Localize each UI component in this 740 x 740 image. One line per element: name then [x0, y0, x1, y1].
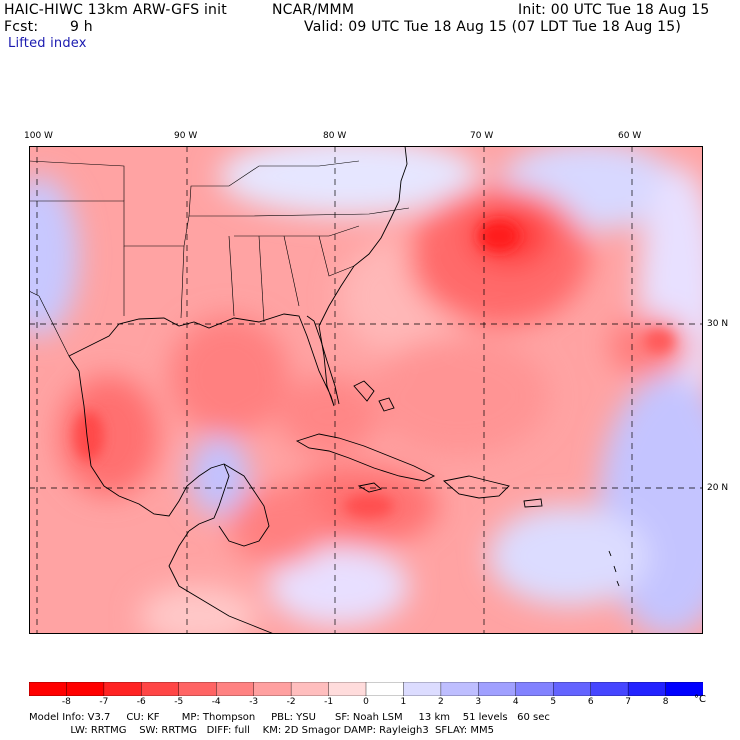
init-time: Init: 00 UTC Tue 18 Aug 15	[518, 2, 710, 18]
colorbar-tick-label: -7	[99, 697, 109, 707]
lifted-index-field	[29, 146, 703, 634]
colorbar-tick-label: 7	[625, 697, 631, 707]
colorbar-tick-label: 0	[363, 697, 369, 707]
colorbar-tick-label: -8	[61, 697, 71, 707]
colorbar-swatch	[328, 681, 367, 697]
coastlines	[68, 146, 620, 634]
colorbar-swatch	[28, 681, 68, 697]
colorbar-swatch	[253, 681, 292, 697]
colorbar-swatch	[553, 681, 592, 697]
colorbar-tick-label: 2	[438, 697, 444, 707]
colorbar-swatches	[28, 681, 704, 697]
colorbar-unit: °C	[694, 694, 706, 705]
colorbar-swatch	[515, 681, 554, 697]
colorbar-tick-label: -2	[286, 697, 296, 707]
colorbar-tick-label: 3	[475, 697, 482, 707]
lifted-index-map	[29, 146, 703, 634]
lat-label-20n: 20 N	[707, 483, 729, 493]
colorbar-swatch	[440, 681, 480, 697]
model-info-line1: Model Info: V3.7 CU: KF MP: Thompson PBL…	[29, 712, 550, 723]
colorbar-tick-label: -1	[324, 697, 334, 707]
colorbar-tick-label: 6	[587, 697, 594, 707]
state-borders	[29, 160, 410, 357]
colorbar-tick-label: -6	[136, 697, 146, 707]
lifted-index-cores	[74, 221, 674, 518]
graticule	[29, 146, 703, 634]
map-frame	[29, 146, 703, 634]
colorbar	[28, 681, 704, 697]
colorbar-tick-label: -3	[249, 697, 259, 707]
colorbar-tick-label: 1	[400, 697, 407, 707]
valid-time: Valid: 09 UTC Tue 18 Aug 15 (07 LDT Tue …	[304, 19, 682, 35]
colorbar-swatch	[178, 681, 217, 697]
organization-label: NCAR/MMM	[272, 2, 355, 18]
colorbar-swatch	[627, 681, 667, 697]
lon-label-90w: 90 W	[174, 131, 198, 141]
colorbar-swatch	[216, 681, 255, 697]
forecast-label: Fcst:	[4, 19, 39, 35]
lon-label-80w: 80 W	[323, 131, 347, 141]
forecast-hour: 9 h	[70, 19, 93, 35]
colorbar-tick-label: -5	[174, 697, 184, 707]
lon-label-70w: 70 W	[470, 131, 494, 141]
colorbar-swatch	[478, 681, 517, 697]
colorbar-swatch	[66, 681, 105, 697]
colorbar-swatch	[103, 681, 143, 697]
colorbar-tick-label: 5	[550, 697, 557, 707]
colorbar-swatch	[365, 681, 405, 697]
field-name: Lifted index	[8, 36, 87, 51]
lon-label-60w: 60 W	[618, 131, 642, 141]
colorbar-swatch	[590, 681, 629, 697]
model-title: HAIC-HIWC 13km ARW-GFS init	[4, 2, 227, 18]
colorbar-swatch	[290, 681, 330, 697]
colorbar-tick-label: 8	[662, 697, 669, 707]
lat-label-30n: 30 N	[707, 319, 729, 329]
colorbar-swatch	[403, 681, 442, 697]
lon-label-100w: 100 W	[24, 131, 53, 141]
model-info-line2: LW: RRTMG SW: RRTMG DIFF: full KM: 2D Sm…	[29, 725, 494, 736]
colorbar-tick-label: 4	[512, 697, 519, 707]
colorbar-tick-label: -4	[211, 697, 221, 707]
colorbar-swatch	[141, 681, 180, 697]
